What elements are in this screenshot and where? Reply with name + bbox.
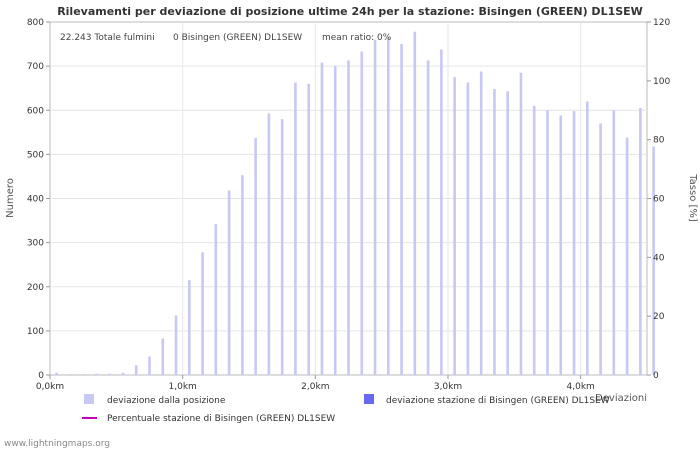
y-axis-left-title: Numero: [5, 178, 16, 218]
y-axis-right-title: Tasso [%]: [687, 173, 698, 222]
bar-deviazione: [81, 374, 85, 375]
x-tick-label: 0,0km: [36, 382, 64, 392]
bar-deviazione: [639, 108, 642, 375]
stats-total: 22.243 Totale fulmini: [60, 33, 155, 43]
left-tick-label: 700: [27, 62, 44, 72]
left-tick-label: 0: [38, 371, 44, 381]
bar-deviazione: [426, 60, 430, 376]
left-axis-ticks: 0 100 200 300 400 500 600 700 800: [27, 18, 50, 381]
bar-deviazione: [280, 119, 284, 375]
bar-deviazione: [307, 83, 310, 376]
x-tick-label: 4,0km: [567, 382, 595, 392]
right-tick-label: 100: [653, 77, 670, 87]
bar-deviazione: [586, 101, 589, 376]
bar-deviazione: [55, 372, 58, 375]
legend-swatch-deviazione: [84, 394, 94, 404]
left-tick-label: 200: [27, 283, 44, 293]
bar-deviazione: [95, 373, 98, 375]
bar-deviazione: [267, 113, 271, 376]
bar-deviazione: [559, 115, 563, 376]
bar-deviazione: [493, 89, 496, 375]
legend-label-percentuale: Percentuale stazione di Bisingen (GREEN)…: [107, 414, 335, 424]
bar-deviazione: [453, 77, 456, 375]
right-tick-label: 40: [653, 253, 665, 263]
bar-deviazione: [413, 31, 417, 376]
bar-deviazione: [148, 356, 151, 375]
bar-deviazione: [652, 146, 655, 375]
bar-deviazione: [546, 110, 549, 375]
bar-deviazione: [625, 137, 629, 375]
bar-deviazione: [466, 82, 470, 376]
bar-deviazione: [373, 39, 377, 376]
bar-deviazione: [121, 372, 125, 375]
left-tick-label: 800: [27, 18, 44, 28]
x-tick-label: 3,0km: [434, 382, 462, 392]
x-axis-title: Deviazioni: [595, 393, 647, 404]
bar-deviazione: [214, 224, 218, 375]
bar-deviazione: [108, 373, 111, 375]
bar-deviazione: [68, 374, 72, 375]
stats-station: 0 Bisingen (GREEN) DL1SEW: [173, 33, 302, 43]
legend-label-deviazione: deviazione dalla posizione: [107, 396, 226, 406]
right-tick-label: 120: [653, 18, 670, 28]
bar-deviazione: [333, 66, 337, 375]
bar-deviazione: [440, 49, 443, 376]
right-tick-label: 0: [653, 371, 659, 381]
bar-deviazione: [161, 338, 165, 375]
bar-deviazione: [201, 252, 204, 375]
credit: www.lightningmaps.org: [4, 439, 110, 449]
left-tick-label: 500: [27, 150, 44, 160]
legend: deviazione dalla posizione deviazione st…: [82, 394, 610, 424]
left-tick-label: 300: [27, 239, 44, 249]
bar-deviazione: [188, 280, 191, 375]
bar-deviazione: [479, 71, 483, 376]
x-axis-ticks: 0,0km 1,0km 2,0km 3,0km 4,0km: [36, 375, 595, 392]
left-tick-label: 100: [27, 327, 44, 337]
bar-deviazione: [532, 105, 536, 376]
legend-label-stazione: deviazione stazione di Bisingen (GREEN) …: [386, 396, 610, 406]
left-tick-label: 600: [27, 106, 44, 116]
right-tick-label: 60: [653, 195, 665, 205]
chart-title: Rilevamenti per deviazione di posizione …: [57, 5, 643, 18]
x-tick-label: 1,0km: [169, 382, 197, 392]
bar-deviazione: [254, 138, 257, 375]
right-axis-ticks: 0 20 40 60 80 100 120: [647, 18, 670, 381]
right-tick-label: 20: [653, 312, 665, 322]
bar-deviazione: [294, 82, 297, 376]
right-tick-label: 80: [653, 136, 665, 146]
bar-deviazione: [572, 111, 576, 375]
bar-deviazione: [599, 123, 602, 375]
bar-deviazione: [227, 190, 231, 375]
bar-deviazione: [174, 315, 178, 375]
bar-deviazione: [400, 44, 403, 375]
legend-swatch-stazione: [364, 394, 374, 404]
bar-deviazione: [387, 37, 390, 375]
bars: [55, 31, 655, 376]
bar-deviazione: [347, 60, 350, 376]
bar-deviazione: [134, 365, 138, 375]
x-tick-label: 2,0km: [301, 382, 329, 392]
bar-deviazione: [241, 175, 244, 375]
bar-deviazione: [612, 110, 616, 375]
bar-deviazione: [320, 62, 324, 375]
left-tick-label: 400: [27, 195, 44, 205]
bar-deviazione: [360, 51, 364, 375]
bar-deviazione: [506, 91, 509, 376]
stats-ratio: mean ratio: 0%: [322, 33, 392, 43]
bar-deviazione: [519, 72, 523, 376]
